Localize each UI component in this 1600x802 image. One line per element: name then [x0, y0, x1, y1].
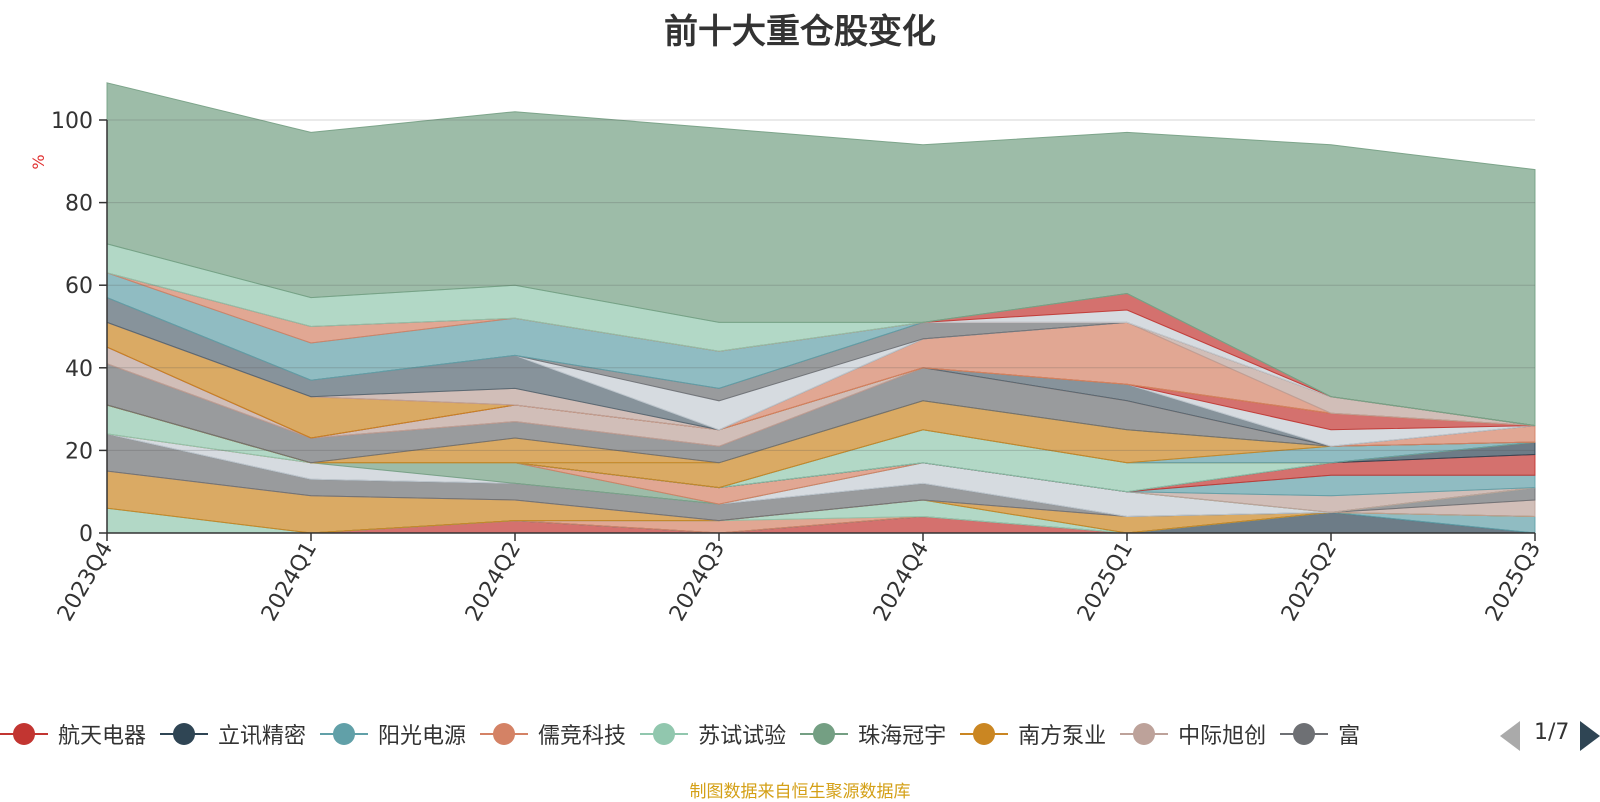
legend-prev-page-icon[interactable] — [1500, 721, 1520, 751]
legend-marker-icon — [960, 722, 1009, 746]
legend-marker-icon — [640, 722, 689, 746]
x-tick-label-4: 2024Q4 — [869, 538, 934, 626]
legend-item-3[interactable]: 儒竞科技 — [480, 716, 626, 752]
x-tick-label-6: 2025Q2 — [1277, 538, 1342, 626]
legend-next-page-icon[interactable] — [1580, 721, 1600, 751]
legend-marker-icon — [480, 722, 529, 746]
legend-label: 富 — [1338, 724, 1361, 749]
legend-item-4[interactable]: 苏试试验 — [640, 716, 786, 752]
legend-item-5[interactable]: 珠海冠宇 — [800, 716, 946, 752]
legend: 航天电器 立讯精密 阳光电源 儒竞科技 苏试试验 珠海冠宇 南方泵业 中际旭创 富 — [0, 716, 1480, 756]
area-series-41[interactable] — [106, 82, 1536, 427]
legend-item-1[interactable]: 立讯精密 — [160, 716, 306, 752]
x-tick-label-3: 2024Q3 — [665, 538, 730, 626]
legend-marker-icon — [160, 722, 209, 746]
x-tick-label-2: 2024Q2 — [461, 538, 526, 626]
legend-label: 中际旭创 — [1178, 724, 1267, 749]
legend-marker-icon — [1280, 722, 1329, 746]
legend-label: 苏试试验 — [698, 724, 787, 749]
source-note: 制图数据来自恒生聚源数据库 — [689, 782, 911, 802]
legend-marker-icon — [800, 722, 849, 746]
legend-pager: 1/7 — [1500, 718, 1600, 754]
legend-marker-icon — [1120, 722, 1169, 746]
legend-label: 航天电器 — [58, 724, 147, 749]
y-tick-label-3: 60 — [65, 274, 93, 299]
x-tick-label-7: 2025Q3 — [1481, 538, 1546, 626]
x-tick-label-5: 2025Q1 — [1073, 538, 1138, 626]
legend-label: 珠海冠宇 — [858, 724, 947, 749]
legend-label: 南方泵业 — [1018, 724, 1107, 749]
x-tick-label-1: 2024Q1 — [257, 538, 322, 626]
legend-page-indicator: 1/7 — [1534, 720, 1570, 745]
x-tick-label-0: 2023Q4 — [53, 538, 118, 626]
legend-item-8[interactable]: 富 — [1280, 716, 1360, 752]
legend-label: 儒竞科技 — [538, 724, 627, 749]
legend-item-7[interactable]: 中际旭创 — [1120, 716, 1266, 752]
legend-item-0[interactable]: 航天电器 — [0, 716, 146, 752]
y-axis-unit-label: % — [29, 154, 48, 169]
y-tick-label-2: 40 — [65, 357, 93, 382]
legend-marker-icon — [0, 722, 48, 746]
chart-title: 前十大重仓股变化 — [664, 12, 936, 52]
legend-label: 阳光电源 — [378, 724, 467, 749]
legend-marker-icon — [320, 722, 369, 746]
y-tick-label-4: 80 — [65, 192, 93, 217]
legend-label: 立讯精密 — [218, 724, 307, 749]
y-tick-label-5: 100 — [51, 109, 93, 134]
y-tick-label-1: 20 — [65, 439, 93, 464]
legend-item-6[interactable]: 南方泵业 — [960, 716, 1106, 752]
y-tick-label-0: 0 — [79, 522, 93, 547]
legend-item-2[interactable]: 阳光电源 — [320, 716, 466, 752]
